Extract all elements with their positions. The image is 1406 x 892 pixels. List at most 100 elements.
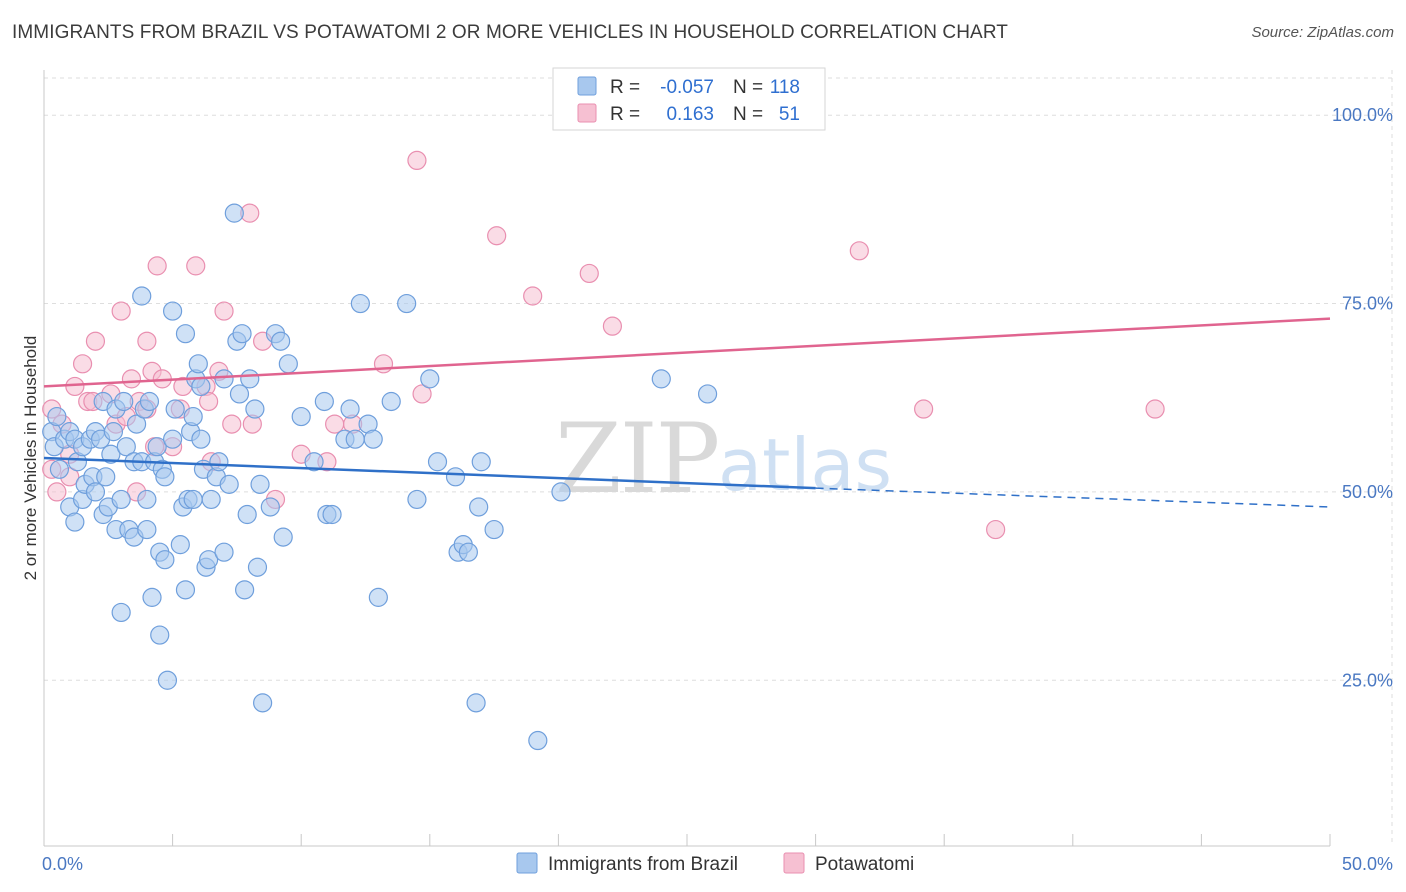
brazil-point-77 [235,580,255,600]
y-axis-label: 2 or more Vehicles in Household [21,336,40,581]
x-tick-label-0: 0.0% [42,854,83,874]
legend-r-label-2: R = [610,104,640,125]
legend-r-value-1: -0.057 [660,77,714,98]
brazil-point-88 [278,354,298,374]
watermark: ZIP atlas [555,403,892,515]
brazil-point-81 [247,557,268,577]
legend-n-label-2: N = [733,104,763,125]
brazil-point-69 [209,452,229,472]
chart-source: Source: ZipAtlas.com [1251,24,1394,41]
potawatomi-point-44 [412,384,432,404]
brazil-point-100 [368,587,388,607]
brazil-point-37 [137,489,157,510]
potawatomi-point-50 [914,399,934,419]
brazil-point-102 [397,293,417,314]
potawatomi-point-18 [137,331,157,351]
brazil-point-90 [304,452,324,472]
potawatomi-point-33 [222,414,242,434]
series-label-potawatomi: Potawatomi [815,854,914,875]
x-tick-labels: 0.0% 50.0% [42,854,1393,874]
brazil-point-62 [191,376,211,397]
brazil-trend-extension [815,487,1331,508]
brazil-point-112 [471,452,491,472]
potawatomi-point-7 [72,354,93,374]
brazil-point-113 [484,519,504,540]
brazil-point-54 [175,580,196,600]
potawatomi-point-32 [214,301,234,321]
brazil-point-58 [183,406,203,427]
brazil-point-23 [103,422,124,442]
brazil-point-104 [420,369,440,389]
brazil-point-103 [407,489,427,510]
potawatomi-point-10 [85,331,106,351]
potawatomi-point-15 [121,369,142,389]
brazil-point-84 [260,497,280,517]
brazil-point-44 [150,625,170,645]
potawatomi-point-13 [111,301,131,321]
brazil-point-83 [253,693,273,713]
brazil-point-2 [47,406,67,427]
potawatomi-trend-line [43,317,1331,388]
brazil-point-22 [101,444,121,464]
brazil-point-38 [137,519,157,540]
brazil-point-47 [155,467,175,487]
stats-legend: R = -0.057 N = 118 R = 0.163 N = 51 [552,67,826,131]
potawatomi-point-45 [487,226,507,246]
grid-lines [44,70,1393,846]
brazil-point-115 [551,482,571,502]
brazil-point-97 [350,293,370,314]
brazil-point-27 [111,602,131,623]
brazil-point-59 [183,489,203,510]
brazil-point-82 [250,474,270,494]
brazil-point-76 [232,324,252,344]
legend-n-value-2: 51 [779,104,800,125]
brazil-point-87 [273,527,293,547]
legend-n-label-1: N = [733,77,763,98]
chart-title: IMMIGRANTS FROM BRAZIL VS POTAWATOMI 2 O… [12,22,1009,43]
brazil-point-105 [427,452,448,472]
brazil-point-48 [157,670,178,690]
potawatomi-point-29 [199,391,219,412]
brazil-point-15 [85,482,106,502]
legend-n-value-1: 118 [770,77,800,98]
brazil-point-42 [147,437,167,457]
potawatomi-point-22 [147,256,167,276]
brazil-point-79 [240,369,260,389]
brazil-point-91 [314,391,334,412]
potawatomi-point-48 [602,316,623,336]
potawatomi-point-52 [1145,399,1165,419]
brazil-point-109 [469,497,489,517]
brazil-point-114 [528,730,548,751]
potawatomi-point-42 [373,354,394,374]
brazil-point-7 [65,512,85,532]
brazil-points [42,203,718,751]
potawatomi-point-51 [986,519,1006,540]
series-label-brazil: Immigrants from Brazil [548,854,738,875]
brazil-point-99 [363,429,383,449]
brazil-point-55 [175,324,196,344]
x-tick-label-1: 50.0% [1342,854,1393,874]
brazil-point-46 [155,550,175,570]
brazil-point-78 [237,504,257,525]
watermark-atlas: atlas [718,423,892,507]
brazil-point-80 [245,399,265,419]
stats-legend-box [552,67,826,131]
brazil-point-29 [116,437,136,457]
brazil-point-70 [214,542,234,562]
potawatomi-point-49 [849,241,869,261]
series-swatch-potawatomi [783,852,805,874]
brazil-point-66 [199,550,219,570]
brazil-point-3 [49,459,70,479]
potawatomi-point-27 [186,256,206,276]
brazil-point-39 [139,391,160,412]
legend-swatch-brazil [577,76,597,96]
brazil-point-49 [163,301,183,321]
legend-swatch-potawatomi [577,103,597,123]
potawatomi-point-47 [579,263,599,284]
potawatomi-point-46 [523,286,543,306]
brazil-point-89 [291,406,311,427]
potawatomi-point-2 [47,482,67,502]
brazil-point-20 [96,467,116,487]
brazil-point-63 [191,429,211,449]
legend-r-label-1: R = [610,77,640,98]
